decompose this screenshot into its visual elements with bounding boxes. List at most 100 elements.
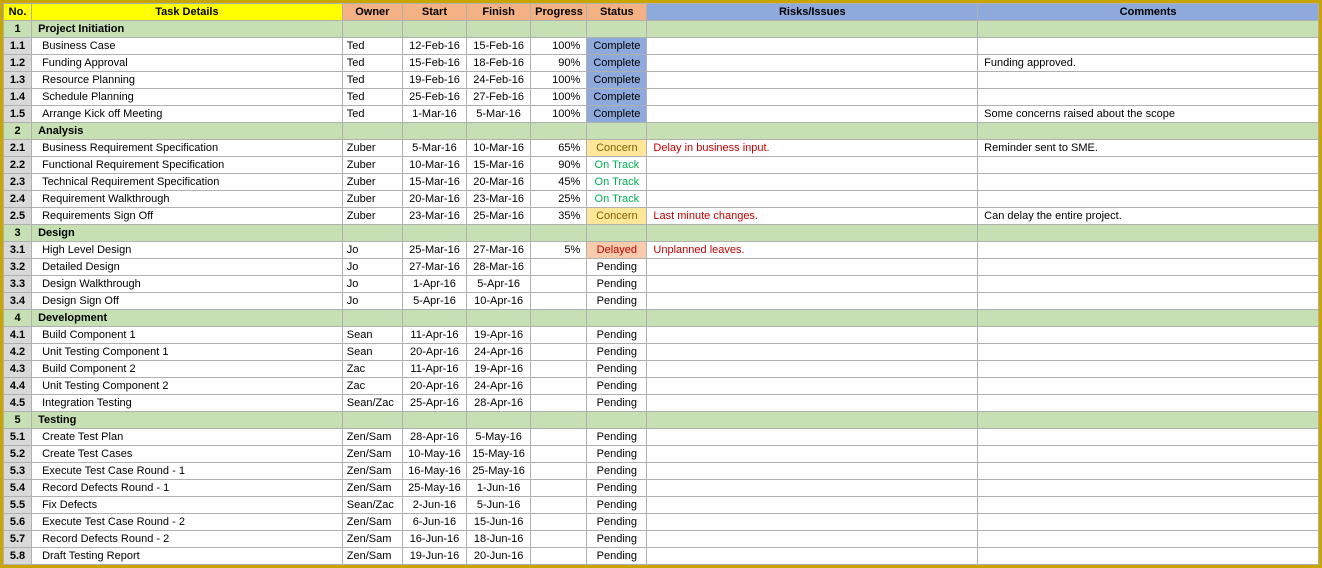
cell-task[interactable]: Business Requirement Specification bbox=[32, 140, 343, 157]
cell-task[interactable]: Build Component 2 bbox=[32, 361, 343, 378]
cell-owner[interactable] bbox=[342, 310, 402, 327]
cell-progress[interactable]: 100% bbox=[531, 106, 587, 123]
cell-task[interactable]: Analysis bbox=[32, 123, 343, 140]
cell-comment[interactable] bbox=[978, 378, 1319, 395]
header-finish[interactable]: Finish bbox=[467, 4, 531, 21]
cell-comment[interactable] bbox=[978, 497, 1319, 514]
cell-task[interactable]: Create Test Plan bbox=[32, 429, 343, 446]
cell-finish[interactable]: 28-Mar-16 bbox=[467, 259, 531, 276]
cell-start[interactable]: 16-Jun-16 bbox=[402, 531, 466, 548]
cell-comment[interactable]: Reminder sent to SME. bbox=[978, 140, 1319, 157]
cell-no[interactable]: 1.2 bbox=[4, 55, 32, 72]
cell-owner[interactable]: Ted bbox=[342, 55, 402, 72]
cell-owner[interactable]: Zen/Sam bbox=[342, 514, 402, 531]
cell-progress[interactable] bbox=[531, 531, 587, 548]
cell-task[interactable]: Unit Testing Component 1 bbox=[32, 344, 343, 361]
cell-status[interactable]: Pending bbox=[587, 497, 647, 514]
cell-comment[interactable] bbox=[978, 548, 1319, 565]
cell-comment[interactable] bbox=[978, 89, 1319, 106]
cell-comment[interactable] bbox=[978, 276, 1319, 293]
cell-finish[interactable]: 28-Apr-16 bbox=[467, 395, 531, 412]
cell-status[interactable]: Pending bbox=[587, 395, 647, 412]
cell-progress[interactable]: 65% bbox=[531, 140, 587, 157]
cell-comment[interactable] bbox=[978, 446, 1319, 463]
cell-start[interactable]: 12-Feb-16 bbox=[402, 38, 466, 55]
cell-owner[interactable]: Zuber bbox=[342, 191, 402, 208]
cell-no[interactable]: 3 bbox=[4, 225, 32, 242]
cell-owner[interactable]: Jo bbox=[342, 242, 402, 259]
cell-task[interactable]: Design Walkthrough bbox=[32, 276, 343, 293]
cell-no[interactable]: 4.3 bbox=[4, 361, 32, 378]
cell-no[interactable]: 5.8 bbox=[4, 548, 32, 565]
cell-risk[interactable]: Delay in business input. bbox=[647, 140, 978, 157]
cell-status[interactable]: Pending bbox=[587, 531, 647, 548]
cell-start[interactable]: 19-Feb-16 bbox=[402, 72, 466, 89]
cell-no[interactable]: 1.1 bbox=[4, 38, 32, 55]
cell-comment[interactable] bbox=[978, 174, 1319, 191]
cell-no[interactable]: 4.2 bbox=[4, 344, 32, 361]
cell-status[interactable]: Pending bbox=[587, 446, 647, 463]
cell-start[interactable]: 11-Apr-16 bbox=[402, 327, 466, 344]
cell-start[interactable] bbox=[402, 225, 466, 242]
cell-no[interactable]: 3.4 bbox=[4, 293, 32, 310]
cell-status[interactable]: Pending bbox=[587, 276, 647, 293]
cell-task[interactable]: Unit Testing Component 2 bbox=[32, 378, 343, 395]
cell-comment[interactable]: Can delay the entire project. bbox=[978, 208, 1319, 225]
cell-start[interactable]: 20-Mar-16 bbox=[402, 191, 466, 208]
cell-status[interactable] bbox=[587, 21, 647, 38]
cell-comment[interactable] bbox=[978, 531, 1319, 548]
cell-start[interactable] bbox=[402, 412, 466, 429]
cell-finish[interactable]: 15-Mar-16 bbox=[467, 157, 531, 174]
cell-progress[interactable]: 100% bbox=[531, 38, 587, 55]
cell-start[interactable]: 15-Feb-16 bbox=[402, 55, 466, 72]
cell-start[interactable]: 25-Feb-16 bbox=[402, 89, 466, 106]
cell-progress[interactable] bbox=[531, 327, 587, 344]
cell-start[interactable]: 20-Apr-16 bbox=[402, 344, 466, 361]
cell-task[interactable]: Functional Requirement Specification bbox=[32, 157, 343, 174]
cell-progress[interactable] bbox=[531, 412, 587, 429]
cell-finish[interactable] bbox=[467, 310, 531, 327]
cell-finish[interactable]: 10-Mar-16 bbox=[467, 140, 531, 157]
cell-no[interactable]: 2.4 bbox=[4, 191, 32, 208]
cell-finish[interactable] bbox=[467, 21, 531, 38]
cell-finish[interactable]: 1-Jun-16 bbox=[467, 480, 531, 497]
cell-risk[interactable] bbox=[647, 310, 978, 327]
cell-comment[interactable] bbox=[978, 480, 1319, 497]
cell-risk[interactable]: Unplanned leaves. bbox=[647, 242, 978, 259]
cell-comment[interactable]: Some concerns raised about the scope bbox=[978, 106, 1319, 123]
cell-task[interactable]: Integration Testing bbox=[32, 395, 343, 412]
cell-risk[interactable] bbox=[647, 293, 978, 310]
cell-status[interactable]: Pending bbox=[587, 361, 647, 378]
cell-owner[interactable] bbox=[342, 412, 402, 429]
cell-task[interactable]: Draft Testing Report bbox=[32, 548, 343, 565]
cell-owner[interactable]: Ted bbox=[342, 38, 402, 55]
cell-progress[interactable] bbox=[531, 276, 587, 293]
cell-task[interactable]: Record Defects Round - 2 bbox=[32, 531, 343, 548]
cell-finish[interactable]: 27-Mar-16 bbox=[467, 242, 531, 259]
cell-progress[interactable] bbox=[531, 361, 587, 378]
cell-finish[interactable]: 24-Feb-16 bbox=[467, 72, 531, 89]
cell-finish[interactable] bbox=[467, 123, 531, 140]
cell-status[interactable]: Concern bbox=[587, 140, 647, 157]
cell-progress[interactable] bbox=[531, 259, 587, 276]
cell-task[interactable]: Build Component 1 bbox=[32, 327, 343, 344]
cell-comment[interactable] bbox=[978, 514, 1319, 531]
cell-no[interactable]: 1.5 bbox=[4, 106, 32, 123]
cell-risk[interactable] bbox=[647, 106, 978, 123]
cell-risk[interactable] bbox=[647, 514, 978, 531]
cell-finish[interactable]: 5-May-16 bbox=[467, 429, 531, 446]
cell-start[interactable]: 25-Apr-16 bbox=[402, 395, 466, 412]
cell-finish[interactable]: 20-Mar-16 bbox=[467, 174, 531, 191]
cell-task[interactable]: Requirement Walkthrough bbox=[32, 191, 343, 208]
cell-owner[interactable]: Sean bbox=[342, 327, 402, 344]
cell-finish[interactable]: 20-Jun-16 bbox=[467, 548, 531, 565]
cell-task[interactable]: Execute Test Case Round - 2 bbox=[32, 514, 343, 531]
cell-start[interactable]: 11-Apr-16 bbox=[402, 361, 466, 378]
cell-risk[interactable] bbox=[647, 89, 978, 106]
cell-owner[interactable] bbox=[342, 21, 402, 38]
cell-status[interactable] bbox=[587, 225, 647, 242]
cell-risk[interactable] bbox=[647, 327, 978, 344]
cell-status[interactable]: Pending bbox=[587, 259, 647, 276]
cell-status[interactable]: Complete bbox=[587, 72, 647, 89]
cell-finish[interactable]: 15-Jun-16 bbox=[467, 514, 531, 531]
